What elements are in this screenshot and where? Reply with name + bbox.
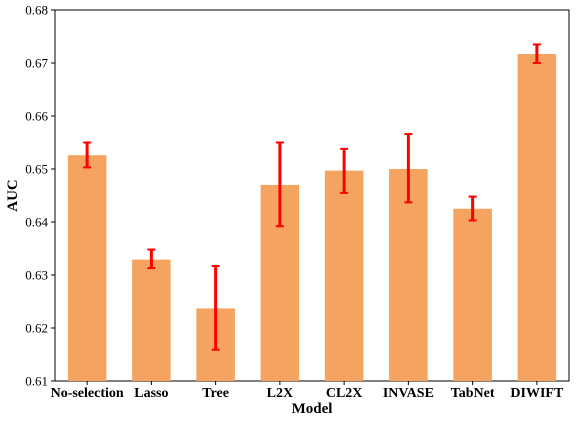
y-tick-label: 0.66 xyxy=(25,109,48,124)
x-tick-label: Tree xyxy=(202,386,229,401)
y-tick-label: 0.67 xyxy=(25,56,48,71)
error-bar-cl2x xyxy=(340,147,349,194)
error-bar-no-selection xyxy=(83,141,92,169)
x-tick-label: Lasso xyxy=(134,386,168,401)
plot-area xyxy=(54,9,570,382)
bar-no-selection xyxy=(67,155,107,381)
x-tick-label: INVASE xyxy=(383,386,434,401)
error-bar-l2x xyxy=(275,141,284,228)
bar-tabnet xyxy=(453,208,492,381)
bar-lasso xyxy=(132,259,171,381)
error-bar-invase xyxy=(404,133,413,204)
x-axis-title: Model xyxy=(292,401,333,417)
x-tick-label: DIWIFT xyxy=(510,386,564,401)
y-tick-label: 0.61 xyxy=(25,374,48,389)
y-tick-label: 0.68 xyxy=(25,3,48,18)
y-tick-label: 0.64 xyxy=(25,215,48,230)
bar-invase xyxy=(389,169,428,381)
x-tick-label: No-selection xyxy=(51,386,124,401)
y-tick-label: 0.62 xyxy=(25,321,48,336)
error-bar-diwift xyxy=(532,43,541,64)
x-tick-label: TabNet xyxy=(451,386,495,401)
bar-cl2x xyxy=(324,170,364,381)
x-tick-label: L2X xyxy=(267,386,293,401)
x-axis: No-selection Lasso Tree L2X CL2X INVASE TabNet… xyxy=(51,381,564,401)
error-bar-tree xyxy=(211,264,220,351)
error-bar-lasso xyxy=(147,248,156,270)
error-bar-tabnet xyxy=(468,195,477,222)
bars-layer xyxy=(67,53,557,382)
x-tick-label: CL2X xyxy=(326,386,363,401)
y-axis: 0.61 0.62 0.63 0.64 0.65 0.66 0.67 0.68 xyxy=(25,3,55,389)
bar-diwift xyxy=(517,53,557,382)
y-tick-label: 0.63 xyxy=(25,268,48,283)
y-axis-title: AUC xyxy=(5,179,21,212)
y-tick-label: 0.65 xyxy=(25,162,48,177)
error-bars-layer xyxy=(83,43,541,351)
